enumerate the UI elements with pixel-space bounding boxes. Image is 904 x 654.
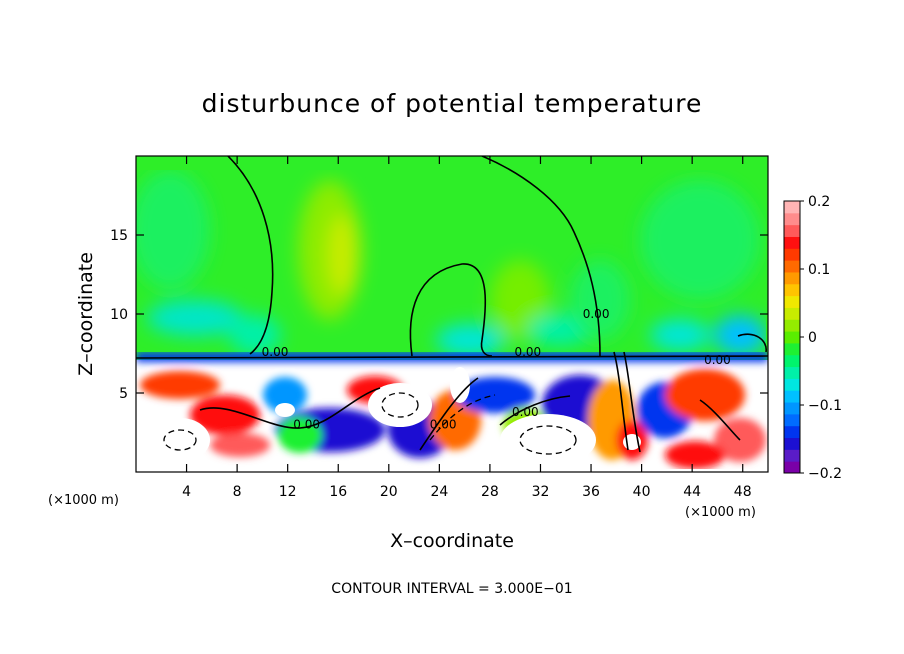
contour-labels: 0.00 0.00 0.00 0.00 0.00 0.00 0.00 [262,307,731,432]
contour-label: 0.00 [704,353,731,367]
contour-lines [136,156,768,453]
colorbar-tick-label: −0.2 [808,466,842,482]
chart-title: disturbunce of potential temperature [202,89,703,118]
contour-line [481,156,601,357]
x-tick-label: 48 [734,484,752,500]
x-tick-label: 28 [481,484,499,500]
contour-line [623,351,641,453]
colorbar-tick-label: −0.1 [808,398,842,414]
contour-line [163,429,197,451]
colorbar-swatch [784,342,800,356]
colorbar-swatch [784,366,800,379]
y-axis-label: Z–coordinate [75,252,97,376]
contour-label: 0.00 [514,345,541,359]
x-unit-left: (×1000 m) [48,493,119,508]
contour-line [737,333,767,353]
contour-label: 0.00 [583,307,610,321]
colorbar-swatch [784,449,800,462]
contour-line [419,377,479,451]
contour-line [429,394,496,441]
x-unit-right: (×1000 m) [685,505,756,520]
y-tick-label: 10 [110,307,128,323]
colorbar-swatch [784,331,800,344]
y-axis: 5 10 15 [110,228,768,402]
colorbar-swatch [784,224,800,237]
plot-area: 0.00 0.00 0.00 0.00 0.00 0.00 0.00 [136,156,768,472]
contour-line [613,351,629,451]
contour-line [519,425,577,455]
x-tick-label: 8 [233,484,242,500]
x-tick-label: 12 [279,484,297,500]
upper-field [136,170,766,356]
white-cores [150,367,641,466]
colorbar-tick-label: 0 [808,330,817,346]
x-tick-label: 4 [182,484,191,500]
colorbar-swatch [784,271,800,285]
colorbar-swatch [784,236,800,249]
contour-line [381,392,419,418]
contour-label: 0.00 [262,345,289,359]
contour-line [499,395,571,426]
colorbar-swatch [784,283,800,297]
colorbar-swatch [784,437,800,450]
x-tick-label: 32 [532,484,550,500]
colorbar-swatch [784,248,800,261]
colorbar-swatch [784,212,800,226]
x-tick-label: 36 [582,484,600,500]
colorbar-swatch [784,201,800,214]
colorbar-swatch [784,413,800,427]
contour-interval-caption: CONTOUR INTERVAL = 3.000E−01 [331,581,572,597]
x-tick-label: 44 [683,484,701,500]
colorbar-swatch [784,319,800,332]
colorbar-swatch [784,390,800,403]
contour-line [409,263,493,357]
contour-label: 0.00 [293,418,320,432]
colorbar-swatch [784,378,800,391]
colorbar-swatch [784,461,800,474]
colorbar-tick-label: 0.2 [808,194,830,210]
x-tick-label: 24 [430,484,448,500]
contour-label: 0.00 [430,418,457,432]
colorbar-swatch [784,307,800,320]
contour-line [227,156,274,355]
colorbar: 0.2 0.1 0 −0.1 −0.2 [783,194,842,482]
colorbar-swatch [784,354,800,368]
contour-label: 0.00 [512,405,539,419]
contour-line [699,399,741,441]
x-tick-label: 16 [329,484,347,500]
colorbar-tick-label: 0.1 [808,262,830,278]
x-axis-label: X–coordinate [390,530,514,552]
x-axis: 4 8 12 16 20 24 28 32 36 40 44 48 [182,156,752,500]
y-tick-label: 15 [110,228,128,244]
x-tick-label: 20 [380,484,398,500]
x-tick-label: 40 [633,484,651,500]
colorbar-swatch [784,402,800,415]
colorbar-swatch [784,260,800,273]
contour-line [136,355,768,359]
colorbar-swatch [784,425,800,439]
y-tick-label: 5 [119,386,128,402]
contour-line [199,387,381,429]
colorbar-swatch [784,295,800,308]
dashed-contours [163,392,577,455]
